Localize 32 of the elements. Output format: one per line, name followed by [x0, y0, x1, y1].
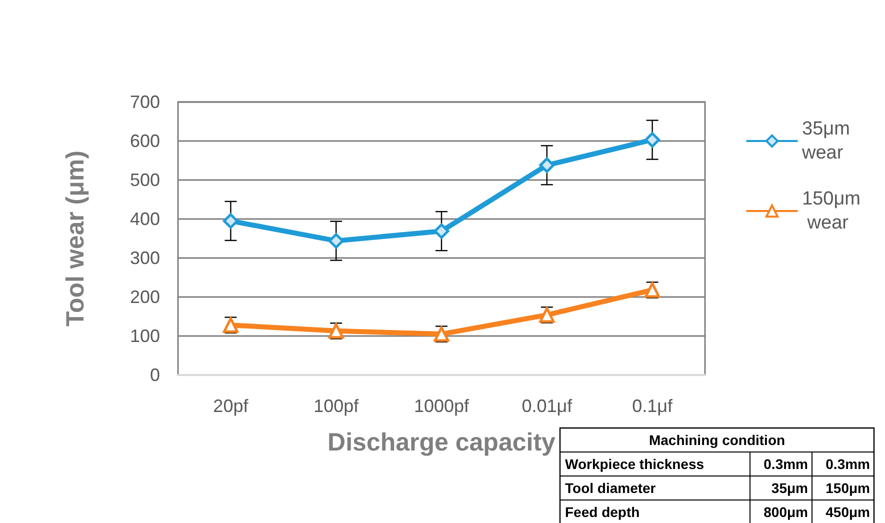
y-tick-label: 400: [130, 209, 160, 229]
x-tick-label: 0.01μf: [522, 396, 574, 416]
y-tick-label: 700: [130, 92, 160, 112]
text: 0.3mm: [764, 456, 808, 472]
y-tick-label: 600: [130, 131, 160, 151]
x-tick-label: 100pf: [314, 396, 360, 416]
x-tick-label: 0.1μf: [632, 396, 674, 416]
legend-label: 35μm wear: [801, 118, 856, 164]
text: 800μm: [764, 504, 808, 520]
y-axis-title: Tool wear (μm): [62, 150, 90, 326]
text: Tool diameter: [565, 480, 656, 496]
text: Feed depth: [565, 504, 640, 520]
point: [539, 157, 555, 173]
text: 450μm: [826, 504, 870, 520]
y-tick-label: 100: [130, 326, 160, 346]
y-tick-label: 200: [130, 287, 160, 307]
x-tick-label: 1000pf: [414, 396, 470, 416]
point: [222, 213, 238, 229]
legend-label: 150μm wear: [802, 188, 860, 234]
y-tick-label: 300: [130, 248, 160, 268]
point: [328, 233, 344, 249]
text: 35μm: [771, 480, 808, 496]
text: Machining condition: [648, 432, 786, 448]
x-tick-label: 20pf: [213, 396, 250, 416]
y-tick-label: 0: [150, 365, 160, 385]
text: Workpiece thickness: [565, 456, 704, 472]
text: 0.3mm: [826, 456, 870, 472]
point: [434, 223, 450, 239]
point: [644, 132, 660, 148]
x-axis-title: Discharge capacity: [328, 428, 556, 456]
y-tick-label: 500: [130, 170, 160, 190]
text: 150μm: [826, 480, 870, 496]
